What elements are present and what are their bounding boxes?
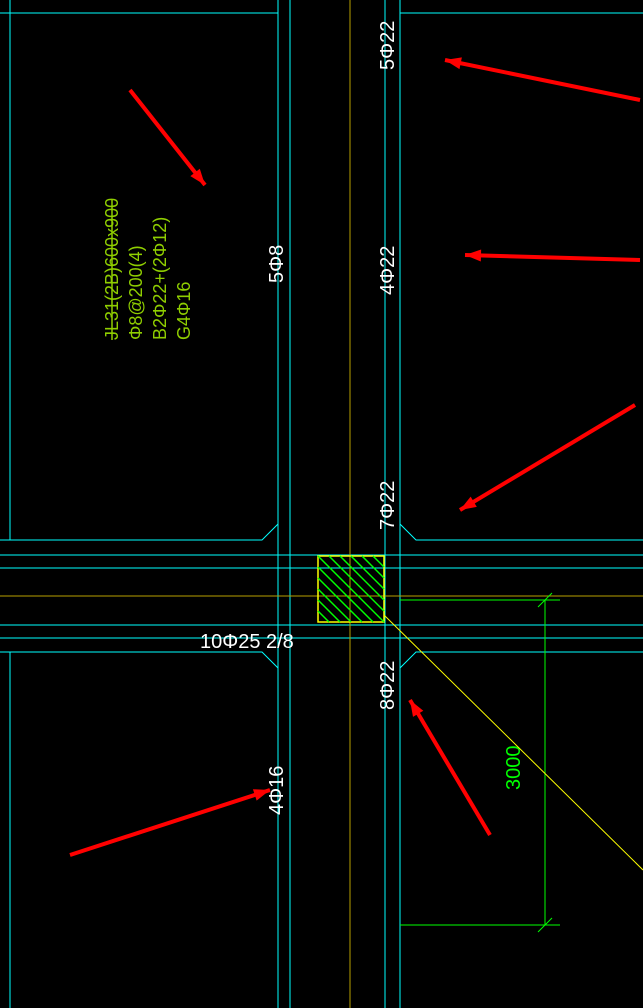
dim-value: 3000 (503, 746, 525, 791)
label-l8phi22: 8Φ22 (377, 661, 399, 710)
arrow-a2 (445, 57, 640, 100)
yellow-diag (384, 615, 643, 870)
spec-line-1: Φ8@200(4) (126, 245, 146, 340)
room-tr (400, 0, 643, 540)
label-l5phi22: 5Φ22 (377, 21, 399, 70)
spec-line-2: B2Φ22+(2Φ12) (150, 217, 170, 340)
column-hatch (318, 556, 384, 622)
label-l10phi25: 10Φ25 2/8 (200, 631, 294, 653)
spec-line-3: G4Φ16 (174, 282, 194, 340)
label-l4phi22: 4Φ22 (377, 246, 399, 295)
room-br (400, 652, 643, 1008)
arrow-a5 (410, 700, 490, 835)
arrow-a1 (130, 90, 205, 185)
arrow-a3 (465, 249, 640, 261)
arrow-a6 (70, 789, 270, 855)
label-l5phi8: 5Φ8 (266, 245, 288, 283)
room-bl (0, 652, 278, 1008)
spec-line-0: JL31(2B)600x900 (102, 198, 122, 340)
label-l7phi22: 7Φ22 (377, 481, 399, 530)
arrow-a4 (460, 405, 635, 510)
